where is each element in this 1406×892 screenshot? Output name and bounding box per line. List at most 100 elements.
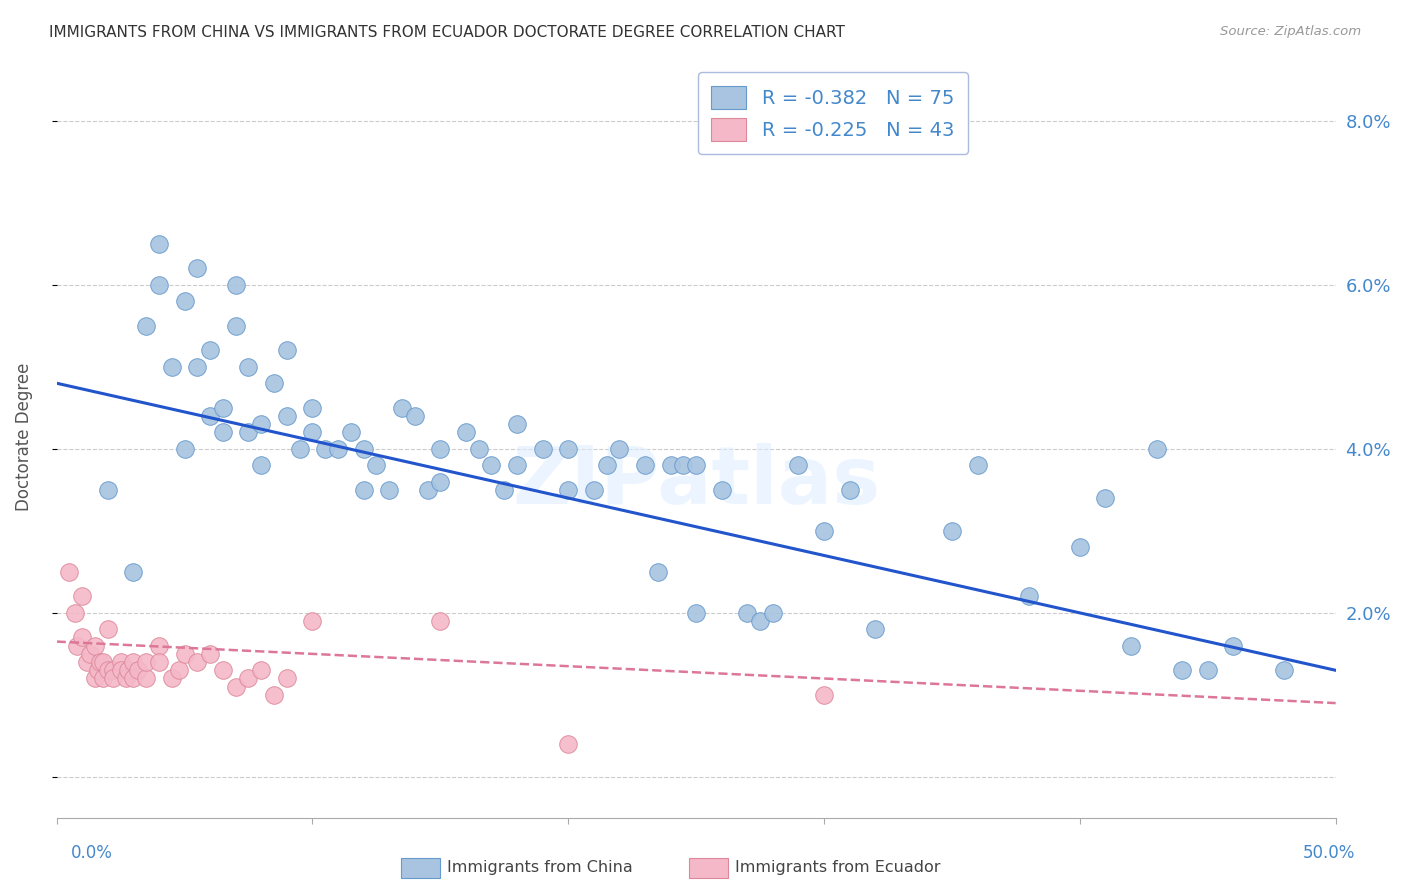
Y-axis label: Doctorate Degree: Doctorate Degree — [15, 362, 32, 511]
Point — [634, 458, 657, 473]
Point — [89, 655, 111, 669]
Point — [198, 343, 221, 358]
Point — [225, 318, 247, 333]
Point — [91, 655, 114, 669]
Point — [63, 606, 86, 620]
Text: Immigrants from Ecuador: Immigrants from Ecuador — [735, 861, 941, 875]
Point — [685, 458, 707, 473]
Point — [1222, 639, 1244, 653]
Point — [135, 655, 157, 669]
Point — [301, 425, 323, 440]
Point — [148, 236, 170, 251]
Point — [276, 409, 298, 423]
Point — [429, 614, 451, 628]
Point — [391, 401, 413, 415]
Point — [76, 655, 98, 669]
Point — [238, 425, 260, 440]
Point — [557, 442, 579, 456]
Point — [353, 483, 375, 497]
Point — [122, 655, 145, 669]
Point — [225, 277, 247, 292]
Point — [110, 655, 132, 669]
Point — [160, 672, 183, 686]
Point — [186, 655, 208, 669]
Point — [557, 483, 579, 497]
Point — [326, 442, 349, 456]
Point — [353, 442, 375, 456]
Point — [672, 458, 695, 473]
Point — [1018, 590, 1040, 604]
Point — [97, 663, 120, 677]
Point — [276, 672, 298, 686]
Point — [97, 483, 120, 497]
Point — [173, 647, 195, 661]
Point — [114, 672, 136, 686]
Text: Immigrants from China: Immigrants from China — [447, 861, 633, 875]
Point — [135, 672, 157, 686]
Point — [250, 663, 273, 677]
Point — [838, 483, 860, 497]
Point — [84, 672, 107, 686]
Point — [609, 442, 631, 456]
Point — [506, 458, 529, 473]
Point — [263, 688, 285, 702]
Point — [1197, 663, 1219, 677]
Point — [737, 606, 759, 620]
Point — [301, 614, 323, 628]
Point — [148, 655, 170, 669]
Point — [186, 261, 208, 276]
Point — [169, 663, 191, 677]
Point — [494, 483, 516, 497]
Point — [198, 647, 221, 661]
Point — [454, 425, 477, 440]
Point — [366, 458, 388, 473]
Text: ZIPatlas: ZIPatlas — [512, 443, 880, 521]
Point — [749, 614, 772, 628]
Point — [173, 294, 195, 309]
Point — [378, 483, 401, 497]
Point — [506, 417, 529, 432]
Point — [467, 442, 489, 456]
Point — [710, 483, 733, 497]
Point — [212, 401, 235, 415]
Point — [250, 458, 273, 473]
Point — [1146, 442, 1168, 456]
Point — [966, 458, 988, 473]
Legend: R = -0.382   N = 75, R = -0.225   N = 43: R = -0.382 N = 75, R = -0.225 N = 43 — [697, 72, 967, 154]
Text: IMMIGRANTS FROM CHINA VS IMMIGRANTS FROM ECUADOR DOCTORATE DEGREE CORRELATION CH: IMMIGRANTS FROM CHINA VS IMMIGRANTS FROM… — [49, 25, 845, 40]
Point — [276, 343, 298, 358]
Point — [66, 639, 89, 653]
Point — [1274, 663, 1296, 677]
Point — [173, 442, 195, 456]
Point — [91, 672, 114, 686]
Point — [84, 639, 107, 653]
Point — [250, 417, 273, 432]
Point — [647, 565, 669, 579]
Text: 50.0%: 50.0% — [1302, 844, 1355, 862]
Point — [481, 458, 503, 473]
Point — [941, 524, 963, 538]
Point — [813, 524, 835, 538]
Point — [429, 442, 451, 456]
Point — [86, 663, 108, 677]
Point — [79, 647, 101, 661]
Point — [70, 590, 93, 604]
Point — [58, 565, 80, 579]
Point — [212, 425, 235, 440]
Point — [101, 663, 124, 677]
Point — [1119, 639, 1142, 653]
Point — [160, 359, 183, 374]
Point — [186, 359, 208, 374]
Point — [1094, 491, 1116, 505]
Point — [1069, 541, 1091, 555]
Point — [101, 672, 124, 686]
Point — [863, 622, 886, 636]
Point — [117, 663, 139, 677]
Point — [135, 318, 157, 333]
Point — [685, 606, 707, 620]
Point — [225, 680, 247, 694]
Point — [301, 401, 323, 415]
Point — [97, 622, 120, 636]
Point — [238, 672, 260, 686]
Point — [762, 606, 785, 620]
